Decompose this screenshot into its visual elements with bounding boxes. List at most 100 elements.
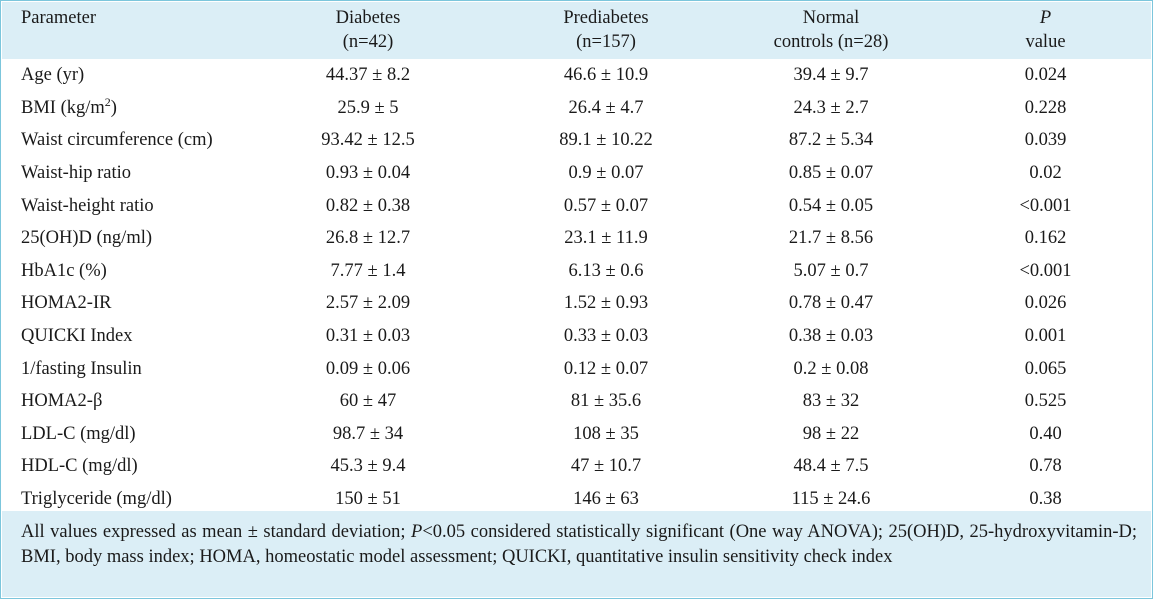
header-normal-line1: Normal — [802, 8, 860, 28]
cell-pvalue: 0.02 — [1029, 163, 1062, 184]
cell-pvalue: 0.162 — [1024, 228, 1067, 249]
footnote-p-italic: P — [411, 522, 423, 542]
cell-parameter: 1/fasting Insulin — [21, 358, 142, 379]
table-row: Waist-height ratio 0.82 ± 0.38 0.57 ± 0.… — [2, 189, 1151, 222]
cell-prediabetes: 6.13 ± 0.6 — [568, 260, 644, 281]
cell-normal: 98 ± 22 — [802, 423, 860, 444]
table-header-row: Parameter Diabetes (n=42) Prediabetes (n… — [2, 2, 1151, 59]
cell-prediabetes: 108 ± 35 — [573, 423, 639, 444]
cell-normal: 21.7 ± 8.56 — [788, 228, 874, 249]
cell-prediabetes: 46.6 ± 10.9 — [563, 65, 649, 86]
cell-prediabetes: 0.12 ± 0.07 — [563, 358, 649, 379]
header-prediabetes-line1: Prediabetes — [563, 8, 649, 28]
cell-prediabetes: 26.4 ± 4.7 — [568, 97, 644, 118]
cell-diabetes: 0.31 ± 0.03 — [325, 326, 411, 347]
header-pvalue: P value — [940, 2, 1151, 59]
cell-normal: 83 ± 32 — [802, 391, 860, 412]
table-row: HbA1c (%) 7.77 ± 1.4 6.13 ± 0.6 5.07 ± 0… — [2, 254, 1151, 288]
cell-parameter-sup: 2 — [104, 94, 111, 109]
table-row: LDL-C (mg/dl) 98.7 ± 34 108 ± 35 98 ± 22… — [2, 417, 1151, 451]
cell-normal: 0.54 ± 0.05 — [788, 195, 874, 216]
header-diabetes-line1: Diabetes — [335, 8, 401, 28]
cell-pvalue: 0.40 — [1029, 423, 1062, 444]
table-row: Triglyceride (mg/dl) 150 ± 51 146 ± 63 1… — [2, 482, 1151, 516]
cell-diabetes: 98.7 ± 34 — [332, 423, 404, 444]
header-prediabetes-line2: (n=157) — [576, 32, 636, 52]
footnote-part2: <0.05 considered statistically significa… — [21, 522, 1137, 567]
header-pvalue-line1: P — [940, 6, 1151, 30]
cell-prediabetes: 81 ± 35.6 — [570, 391, 642, 412]
cell-parameter: Waist-height ratio — [21, 195, 154, 216]
cell-prediabetes: 0.9 ± 0.07 — [568, 163, 644, 184]
table-row: 1/fasting Insulin 0.09 ± 0.06 0.12 ± 0.0… — [2, 352, 1151, 385]
cell-diabetes: 0.82 ± 0.38 — [325, 195, 411, 216]
table-row: Waist-hip ratio 0.93 ± 0.04 0.9 ± 0.07 0… — [2, 156, 1151, 190]
cell-normal: 87.2 ± 5.34 — [788, 130, 874, 151]
cell-parameter-after: ) — [110, 97, 117, 118]
table-row: Age (yr) 44.37 ± 8.2 46.6 ± 10.9 39.4 ± … — [2, 59, 1151, 92]
cell-parameter: LDL-C (mg/dl) — [21, 423, 136, 444]
cell-parameter-text: BMI (kg/m — [21, 97, 105, 118]
cell-diabetes: 25.9 ± 5 — [337, 97, 399, 118]
cell-parameter: Age (yr) — [21, 65, 85, 86]
table-row: QUICKI Index 0.31 ± 0.03 0.33 ± 0.03 0.3… — [2, 319, 1151, 353]
cell-prediabetes: 23.1 ± 11.9 — [564, 228, 648, 249]
cell-normal: 0.2 ± 0.08 — [793, 358, 869, 379]
cell-parameter: 25(OH)D (ng/ml) — [21, 228, 153, 249]
cell-normal: 48.4 ± 7.5 — [793, 456, 869, 477]
data-table: Parameter Diabetes (n=42) Prediabetes (n… — [2, 2, 1151, 516]
cell-parameter: HOMA2-β — [21, 391, 103, 412]
cell-prediabetes: 89.1 ± 10.22 — [559, 130, 653, 151]
cell-diabetes: 0.93 ± 0.04 — [325, 163, 411, 184]
cell-diabetes: 45.3 ± 9.4 — [330, 456, 406, 477]
cell-normal: 24.3 ± 2.7 — [793, 97, 869, 118]
header-diabetes-line2: (n=42) — [342, 32, 394, 52]
cell-pvalue: <0.001 — [1019, 260, 1072, 281]
cell-parameter: Waist circumference (cm) — [21, 130, 213, 151]
cell-normal: 0.85 ± 0.07 — [788, 163, 874, 184]
table-row: Waist circumference (cm) 93.42 ± 12.5 89… — [2, 124, 1151, 157]
cell-diabetes: 150 ± 51 — [335, 489, 401, 510]
cell-diabetes: 26.8 ± 12.7 — [325, 228, 411, 249]
footnote-part1: All values expressed as mean ± standard … — [21, 522, 411, 542]
cell-pvalue: 0.001 — [1024, 326, 1067, 347]
table-row: BMI (kg/m2) 25.9 ± 5 26.4 ± 4.7 24.3 ± 2… — [2, 91, 1151, 125]
cell-parameter: BMI (kg/m2) — [2, 92, 246, 125]
cell-prediabetes: 0.33 ± 0.03 — [563, 326, 649, 347]
cell-parameter: HOMA2-IR — [21, 293, 112, 314]
cell-prediabetes: 1.52 ± 0.93 — [563, 293, 649, 314]
cell-diabetes: 44.37 ± 8.2 — [325, 65, 411, 86]
cell-diabetes: 0.09 ± 0.06 — [325, 358, 411, 379]
cell-pvalue: 0.78 — [1029, 456, 1062, 477]
cell-diabetes: 7.77 ± 1.4 — [330, 260, 406, 281]
header-diabetes: Diabetes (n=42) — [246, 2, 490, 59]
cell-parameter: QUICKI Index — [21, 326, 133, 347]
cell-pvalue: 0.38 — [1029, 489, 1062, 510]
table-footnote: All values expressed as mean ± standard … — [2, 511, 1151, 597]
cell-diabetes: 2.57 ± 2.09 — [325, 293, 411, 314]
header-prediabetes: Prediabetes (n=157) — [490, 2, 722, 59]
cell-parameter: Waist-hip ratio — [21, 163, 131, 184]
header-normal-line2: controls (n=28) — [773, 32, 889, 52]
header-pvalue-line2: value — [1025, 32, 1066, 52]
cell-normal: 5.07 ± 0.7 — [793, 260, 869, 281]
table-row: HOMA2-IR 2.57 ± 2.09 1.52 ± 0.93 0.78 ± … — [2, 287, 1151, 320]
cell-normal: 115 ± 24.6 — [791, 489, 871, 510]
cell-normal: 0.78 ± 0.47 — [788, 293, 874, 314]
cell-pvalue: 0.024 — [1024, 65, 1067, 86]
cell-prediabetes: 146 ± 63 — [573, 489, 639, 510]
header-normal: Normal controls (n=28) — [722, 2, 940, 59]
cell-parameter: HbA1c (%) — [21, 260, 107, 281]
cell-prediabetes: 0.57 ± 0.07 — [563, 195, 649, 216]
table-row: HDL-C (mg/dl) 45.3 ± 9.4 47 ± 10.7 48.4 … — [2, 450, 1151, 483]
table-row: 25(OH)D (ng/ml) 26.8 ± 12.7 23.1 ± 11.9 … — [2, 221, 1151, 255]
header-parameter: Parameter — [21, 8, 96, 28]
cell-pvalue: 0.039 — [1024, 130, 1067, 151]
cell-pvalue: 0.525 — [1024, 391, 1067, 412]
header-pvalue-p: P — [1039, 8, 1052, 28]
cell-diabetes: 60 ± 47 — [339, 391, 397, 412]
cell-pvalue: 0.065 — [1024, 358, 1067, 379]
cell-normal: 0.38 ± 0.03 — [788, 326, 874, 347]
cell-normal: 39.4 ± 9.7 — [793, 65, 869, 86]
